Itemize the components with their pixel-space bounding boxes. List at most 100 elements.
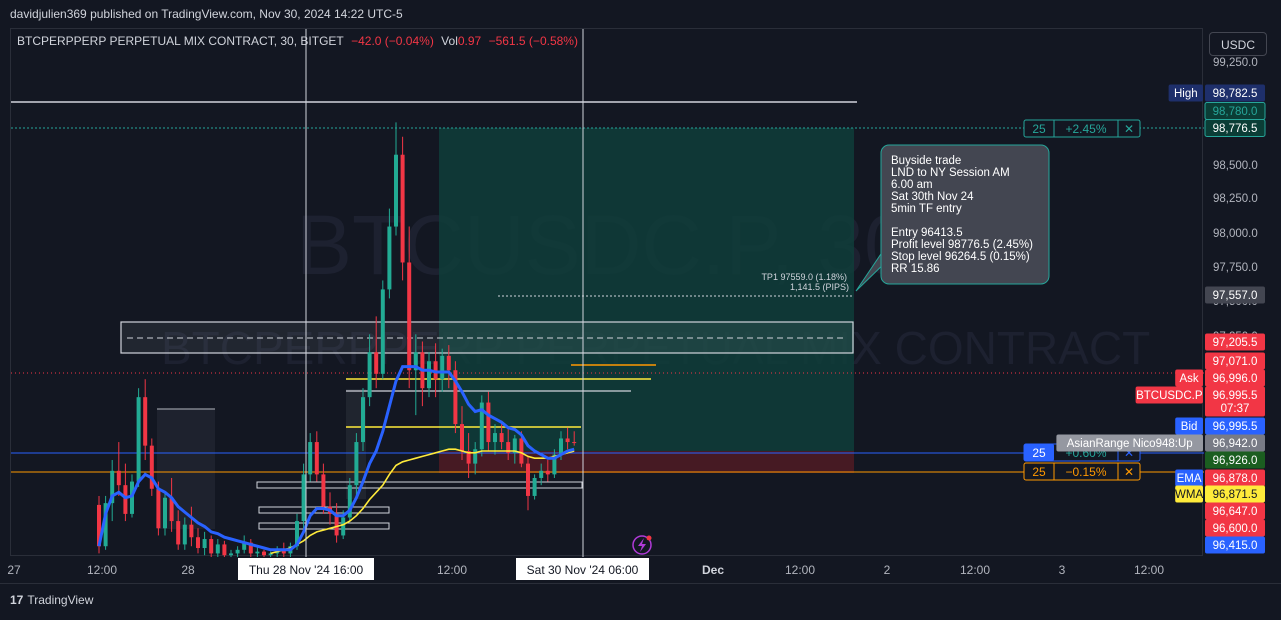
candle <box>169 477 174 532</box>
svg-text:Thu 28 Nov '24 16:00: Thu 28 Nov '24 16:00 <box>249 563 364 577</box>
tradingview-logo[interactable]: 17 TradingView <box>10 593 94 607</box>
liquidity-box-3 <box>258 522 390 530</box>
close-icon[interactable]: ✕ <box>1124 465 1134 479</box>
legend-line: BTCPERPPERP PERPETUAL MIX CONTRACT, 30, … <box>17 34 582 48</box>
price-axis[interactable]: 99,250.0 98,500.0 98,250.0 98,000.0 97,750.0… <box>1213 57 1258 343</box>
currency-button[interactable]: USDC <box>1209 32 1267 56</box>
price-change: −42.0 (−0.04%) <box>351 34 434 48</box>
svg-text:96,878.0: 96,878.0 <box>1213 473 1258 485</box>
logo-text: TradingView <box>27 593 94 607</box>
candle <box>493 424 497 455</box>
candle <box>235 546 240 557</box>
position-badge-stop[interactable]: 25 −0.15% ✕ <box>1023 462 1141 481</box>
candle <box>136 388 141 487</box>
candle <box>222 540 227 557</box>
candle <box>526 456 530 511</box>
badge-qty: 25 <box>1032 465 1046 479</box>
price-label: 96,647.0 <box>1205 502 1265 520</box>
candle <box>532 474 537 500</box>
close-icon[interactable]: ✕ <box>1124 446 1134 460</box>
candle <box>334 503 339 543</box>
svg-text:96,995.5: 96,995.5 <box>1213 390 1258 402</box>
candle <box>156 481 161 536</box>
svg-text:97,557.0: 97,557.0 <box>1213 290 1258 302</box>
candle <box>400 136 405 281</box>
time-tick: 12:00 <box>87 563 117 577</box>
svg-text:97,071.0: 97,071.0 <box>1213 356 1258 368</box>
badge-qty: 25 <box>1032 122 1046 136</box>
note-line: LND to NY Session AM <box>891 167 1010 179</box>
price-label: 97,071.0 <box>1205 352 1265 370</box>
time-tick: 12:00 <box>1134 563 1164 577</box>
svg-text:96,600.0: 96,600.0 <box>1213 523 1258 535</box>
crosshair-time-label: Sat 30 Nov '24 06:00 <box>516 558 649 580</box>
candle <box>473 442 478 475</box>
candle <box>143 379 148 461</box>
price-label: 96,942.0 <box>1205 434 1265 452</box>
candle <box>229 549 233 557</box>
chart-area[interactable]: BTCUSDC.P, 30 BTCPERPPERP PERPETUAL MIX … <box>10 28 1204 557</box>
time-tick: 12:00 <box>437 563 467 577</box>
price-label: 96,926.0 <box>1205 451 1265 469</box>
candle <box>321 463 326 514</box>
candle <box>506 427 511 461</box>
time-tick: 12:00 <box>960 563 990 577</box>
price-label: 98,782.5 <box>1205 84 1265 102</box>
badge-pct: +2.45% <box>1065 122 1106 136</box>
time-tick: 28 <box>181 563 195 577</box>
candle <box>347 477 352 522</box>
candle <box>479 395 484 457</box>
candle <box>552 449 557 478</box>
candle <box>407 226 412 389</box>
note-line: Entry 96413.5 <box>891 227 963 239</box>
candle <box>242 535 247 554</box>
note-line: Buyside trade <box>891 155 961 167</box>
price-label: 96,996.0 <box>1205 369 1265 387</box>
candle <box>301 463 306 529</box>
svg-text:98,780.0: 98,780.0 <box>1213 106 1258 118</box>
candle <box>182 517 187 550</box>
liquidity-box-1 <box>256 481 583 489</box>
note-line: 6.00 am <box>891 179 933 191</box>
price-tick: 97,250.0 <box>1213 331 1258 343</box>
close-icon[interactable]: ✕ <box>1124 122 1134 136</box>
candle <box>380 280 385 380</box>
note-line: 5min TF entry <box>891 203 962 215</box>
time-tick: Dec <box>702 563 724 577</box>
candle <box>209 535 214 557</box>
badge-pct: +0.60% <box>1065 446 1106 460</box>
volume-label: Vol <box>441 34 458 48</box>
time-axis[interactable]: 27 12:00 28 12:00 Dec 12:00 2 12:00 3 12:00 Thu 28… <box>7 558 1164 580</box>
position-badge-entry[interactable]: 25 +0.60% ✕ <box>1023 443 1141 462</box>
candles-group <box>97 122 577 557</box>
note-line: RR 15.86 <box>891 263 940 275</box>
candle <box>387 208 392 299</box>
tp1-label: TP1 97559.0 (1.18%) <box>761 272 847 282</box>
publisher-text: davidjulien369 published on TradingView.… <box>10 7 403 21</box>
position-badge-profit[interactable]: 25 +2.45% ✕ <box>1023 119 1141 138</box>
price-tick: 98,000.0 <box>1213 228 1258 240</box>
price-tick: 98,500.0 <box>1213 160 1258 172</box>
candle <box>149 438 154 496</box>
candle <box>308 433 313 482</box>
time-tick: 12:00 <box>785 563 815 577</box>
candle <box>176 510 181 550</box>
bottom-bar <box>0 583 1281 620</box>
candle <box>268 551 273 557</box>
candle <box>314 431 319 482</box>
price-label: 97,205.5 <box>1205 333 1265 351</box>
candle <box>255 546 260 557</box>
candle <box>361 388 365 452</box>
candle <box>110 460 115 522</box>
candle <box>499 420 504 450</box>
candle <box>123 463 128 522</box>
alert-lightning-icon[interactable] <box>632 535 652 555</box>
svg-text:96,926.0: 96,926.0 <box>1213 455 1258 467</box>
svg-text:96,942.0: 96,942.0 <box>1213 438 1258 450</box>
symbol-description[interactable]: BTCPERPPERP PERPETUAL MIX CONTRACT, 30, … <box>17 34 344 48</box>
crosshair-time-label: Thu 28 Nov '24 16:00 <box>238 558 374 580</box>
price-tick: 97,750.0 <box>1213 262 1258 274</box>
price-chart[interactable]: BTCUSDC.P, 30 BTCPERPPERP PERPETUAL MIX … <box>11 29 1204 557</box>
candle <box>116 442 121 496</box>
